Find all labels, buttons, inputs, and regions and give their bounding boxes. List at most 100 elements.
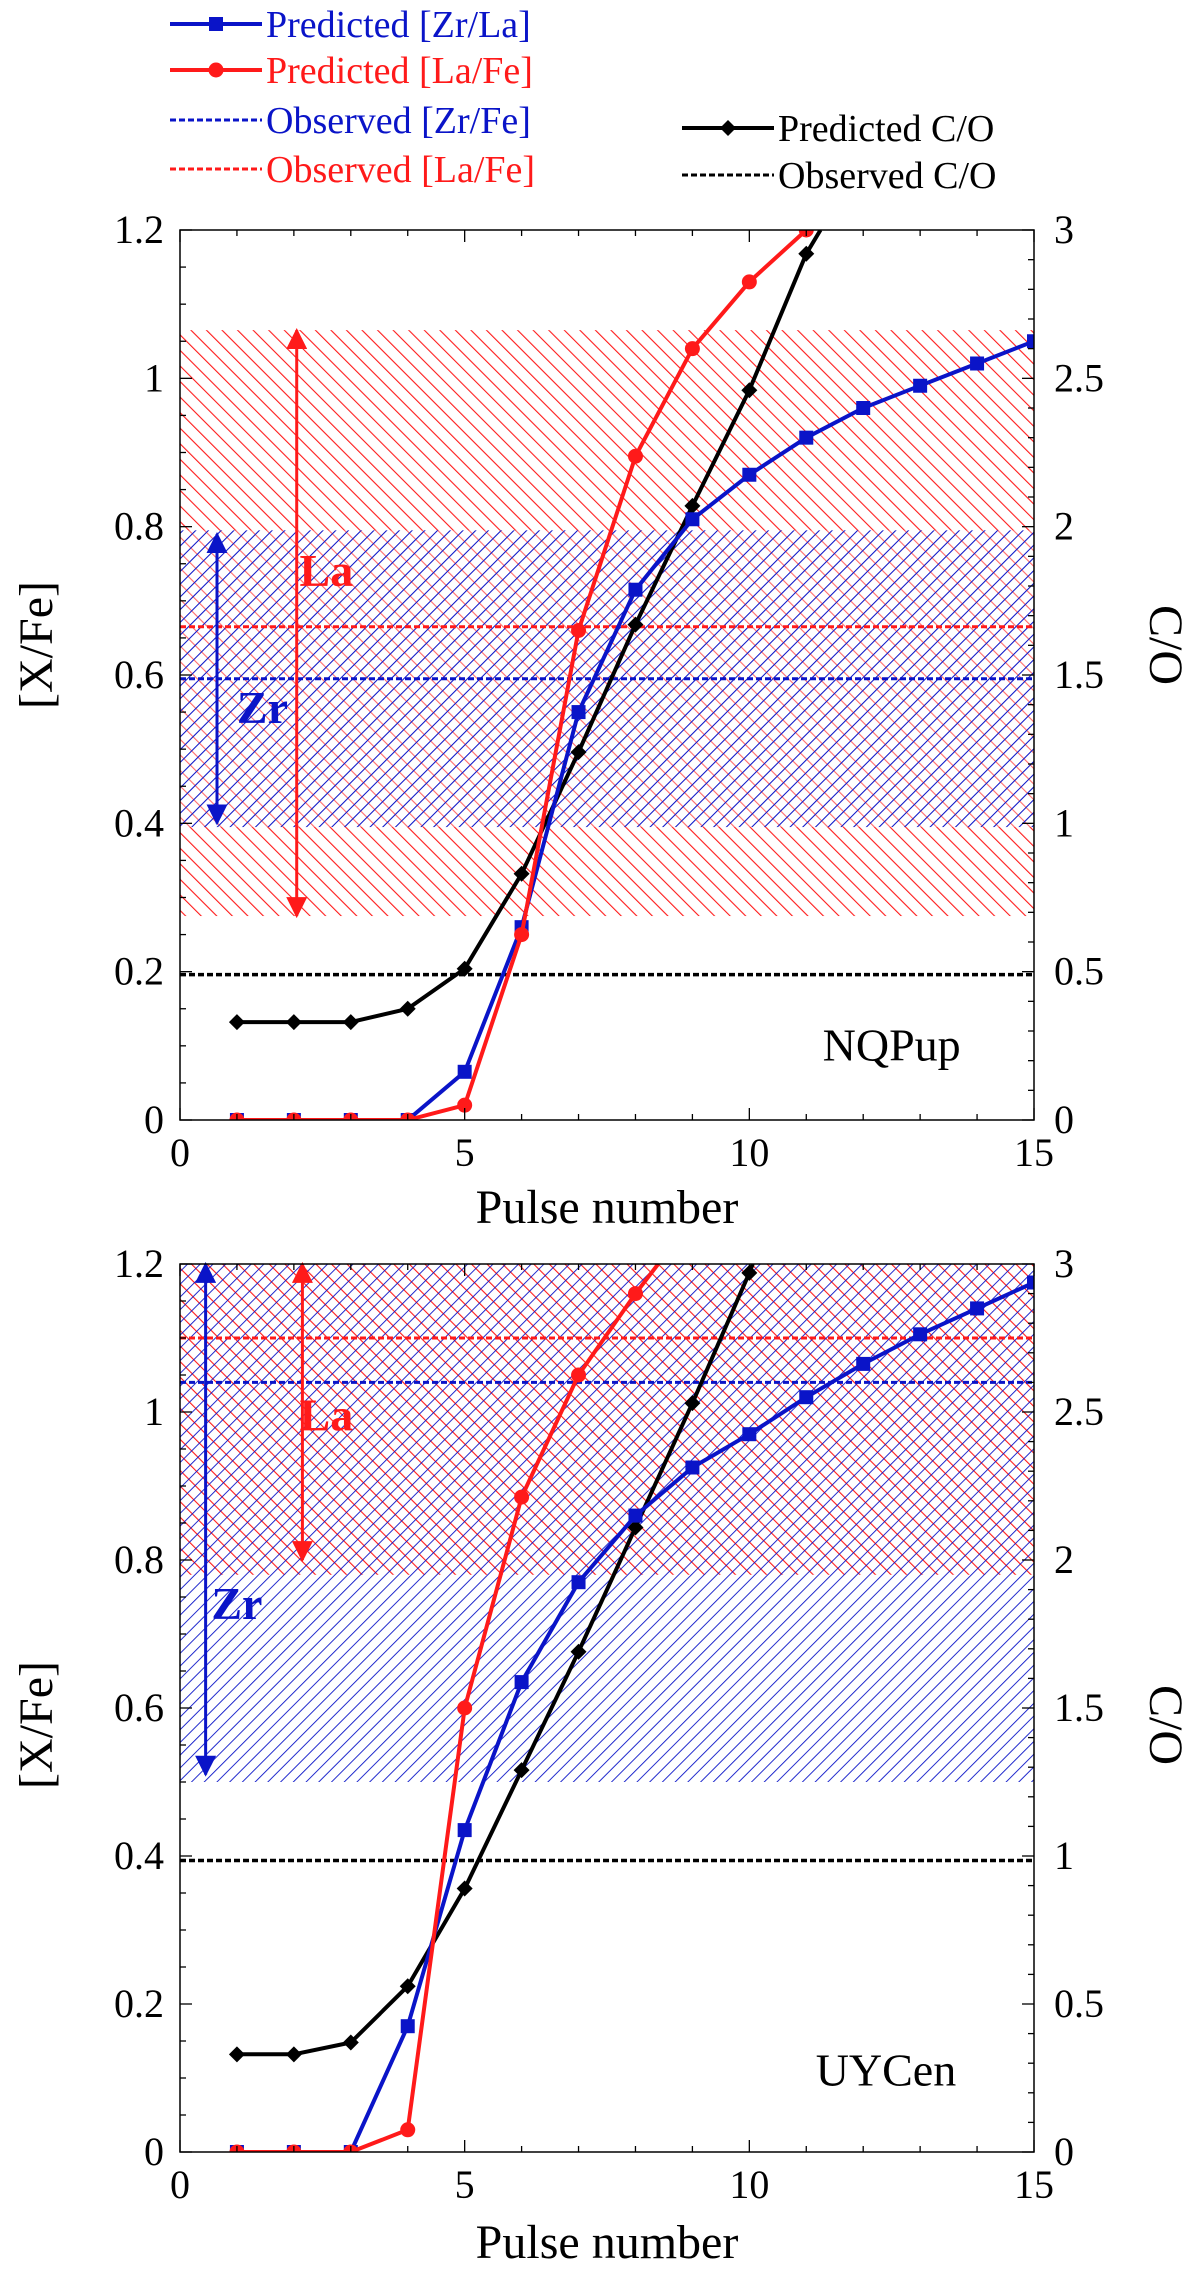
data-point-diamond <box>570 1643 587 1660</box>
data-point-diamond <box>513 1762 530 1779</box>
plot-area <box>180 1264 1034 2152</box>
data-point-diamond <box>285 2046 302 2063</box>
legend-label: Predicted [Zr/La] <box>266 4 531 46</box>
data-point-circle <box>627 1286 643 1302</box>
data-point-diamond <box>456 960 473 977</box>
data-point-circle <box>514 1489 530 1505</box>
y-axis-label: [X/Fe] <box>10 581 63 709</box>
data-point-diamond <box>342 1014 359 1031</box>
y-tick-label: 0.2 <box>114 1981 164 2026</box>
data-point-circle <box>571 623 587 638</box>
data-point-circle <box>457 1700 473 1716</box>
data-point-diamond <box>684 497 701 514</box>
data-point-square <box>628 1508 643 1523</box>
y-axis-label: [X/Fe] <box>10 1661 63 1789</box>
y2-tick-label: 0 <box>1054 1097 1074 1142</box>
data-point-diamond <box>627 616 644 633</box>
legend-item-observed-c-o: Observed C/O <box>682 155 996 197</box>
data-point-diamond <box>342 2034 359 2051</box>
data-point-diamond <box>684 1395 701 1412</box>
series-predicted-c-o <box>228 1264 758 2063</box>
x-tick-label: 10 <box>729 2162 769 2207</box>
y2-tick-label: 1.5 <box>1054 652 1104 697</box>
data-point-diamond <box>228 2046 245 2063</box>
y-tick-label: 1 <box>144 1389 164 1434</box>
data-point-square <box>457 1823 472 1838</box>
data-point-square <box>970 1301 985 1316</box>
series-predicted-la-fe- <box>229 230 814 1120</box>
y2-tick-label: 2 <box>1054 1537 1074 1582</box>
data-point-diamond <box>456 1880 473 1897</box>
data-point-square <box>1027 1275 1034 1290</box>
data-point-square <box>514 1675 529 1690</box>
data-point-square <box>571 705 586 720</box>
y2-tick-label: 2.5 <box>1054 355 1104 400</box>
data-point-square <box>685 1460 700 1475</box>
data-point-diamond <box>741 382 758 399</box>
y-tick-label: 0.2 <box>114 949 164 994</box>
y2-tick-label: 1 <box>1054 1833 1074 1878</box>
y-tick-label: 1.2 <box>114 1241 164 1286</box>
element-label-la: La <box>300 1390 354 1441</box>
star-name-label: UYCen <box>816 2044 957 2095</box>
legend-label: Predicted C/O <box>778 108 994 150</box>
data-point-circle <box>457 1097 473 1113</box>
y-tick-label: 0.6 <box>114 652 164 697</box>
data-point-diamond <box>399 1978 416 1995</box>
y-tick-label: 0.8 <box>114 504 164 549</box>
data-point-square <box>913 378 928 393</box>
data-point-square <box>571 1575 586 1590</box>
star-name-label: NQPup <box>823 1020 961 1071</box>
x-tick-label: 5 <box>455 1130 475 1175</box>
legend-item-predicted-c-o: Predicted C/O <box>682 108 994 150</box>
x-tick-label: 15 <box>1014 2162 1054 2207</box>
x-tick-label: 0 <box>170 1130 190 1175</box>
data-point-square <box>1027 334 1034 349</box>
legend-item-predicted-la-fe: Predicted [La/Fe] <box>170 50 533 92</box>
data-point-diamond <box>798 245 815 262</box>
y-tick-label: 1 <box>144 355 164 400</box>
data-point-square <box>799 430 814 445</box>
y-tick-label: 0 <box>144 1097 164 1142</box>
x-tick-label: 0 <box>170 2162 190 2207</box>
x-axis-label: Pulse number <box>476 2216 739 2269</box>
y2-tick-label: 1 <box>1054 800 1074 845</box>
data-point-square <box>628 582 643 597</box>
data-point-square <box>799 1390 814 1405</box>
legend-item-observed-la-fe: Observed [La/Fe] <box>170 149 535 191</box>
data-point-square <box>685 512 700 527</box>
plot-area <box>180 230 1034 1120</box>
data-point-diamond <box>228 1014 245 1031</box>
y2-tick-label: 0.5 <box>1054 1981 1104 2026</box>
legend: Predicted [Zr/La] Predicted [La/Fe] Obse… <box>170 4 996 197</box>
series-predicted-la-fe- <box>229 1264 660 2152</box>
data-point-diamond <box>285 1014 302 1031</box>
data-point-diamond <box>399 1000 416 1017</box>
data-point-square <box>742 1427 757 1442</box>
data-point-circle <box>627 448 643 464</box>
legend-label: Observed [La/Fe] <box>266 149 535 191</box>
y-tick-label: 1.2 <box>114 207 164 252</box>
data-point-square <box>856 401 871 415</box>
element-label-zr: Zr <box>237 682 288 733</box>
y-tick-label: 0.6 <box>114 1685 164 1730</box>
y2-tick-label: 1.5 <box>1054 1685 1104 1730</box>
x-tick-label: 10 <box>729 1130 769 1175</box>
y2-tick-label: 0.5 <box>1054 949 1104 994</box>
x-tick-label: 5 <box>455 2162 475 2207</box>
y2-axis-label: C/O <box>1139 605 1192 685</box>
data-point-circle <box>741 274 757 290</box>
y2-tick-label: 0 <box>1054 2129 1074 2174</box>
element-label-zr: Zr <box>211 1578 262 1629</box>
data-point-circle <box>400 2122 416 2138</box>
y2-axis-label: C/O <box>1139 1685 1192 1765</box>
y-tick-label: 0 <box>144 2129 164 2174</box>
data-point-diamond <box>627 1519 644 1536</box>
data-point-square <box>742 467 757 482</box>
data-point-square <box>970 356 985 371</box>
data-point-circle <box>514 927 530 943</box>
legend-label: Observed [Zr/Fe] <box>266 100 531 142</box>
